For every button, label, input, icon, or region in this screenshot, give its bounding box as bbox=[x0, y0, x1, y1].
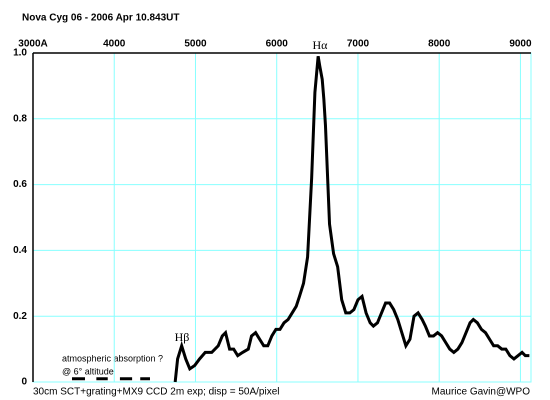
x-tick-label: 8000 bbox=[428, 39, 451, 50]
y-tick-label: 0.4 bbox=[13, 245, 27, 256]
annotation: @ 6° altitude bbox=[62, 366, 114, 376]
plot-frame bbox=[32, 52, 532, 383]
x-tick-label: 4000 bbox=[103, 39, 126, 50]
footer-right: Maurice Gavin@WPO bbox=[431, 387, 530, 398]
annotation: Hα bbox=[313, 38, 329, 52]
y-tick-label: 0.2 bbox=[13, 311, 27, 322]
y-tick-label: 1.0 bbox=[13, 48, 27, 59]
annotation: Hβ bbox=[175, 330, 190, 344]
spectrum-line bbox=[71, 56, 530, 383]
annotation: atmospheric absorption ? bbox=[62, 353, 163, 363]
x-tick-label: 3000A bbox=[18, 39, 47, 50]
y-tick-label: 0 bbox=[21, 377, 27, 388]
chart-title: Nova Cyg 06 - 2006 Apr 10.843UT bbox=[22, 13, 179, 24]
footer-left: 30cm SCT+grating+MX9 CCD 2m exp; disp = … bbox=[33, 387, 280, 398]
x-tick-label: 6000 bbox=[266, 39, 289, 50]
y-tick-label: 0.6 bbox=[13, 179, 27, 190]
x-tick-label: 9000 bbox=[509, 39, 532, 50]
x-tick-label: 5000 bbox=[184, 39, 207, 50]
x-tick-label: 7000 bbox=[347, 39, 370, 50]
y-tick-label: 0.8 bbox=[13, 113, 27, 124]
